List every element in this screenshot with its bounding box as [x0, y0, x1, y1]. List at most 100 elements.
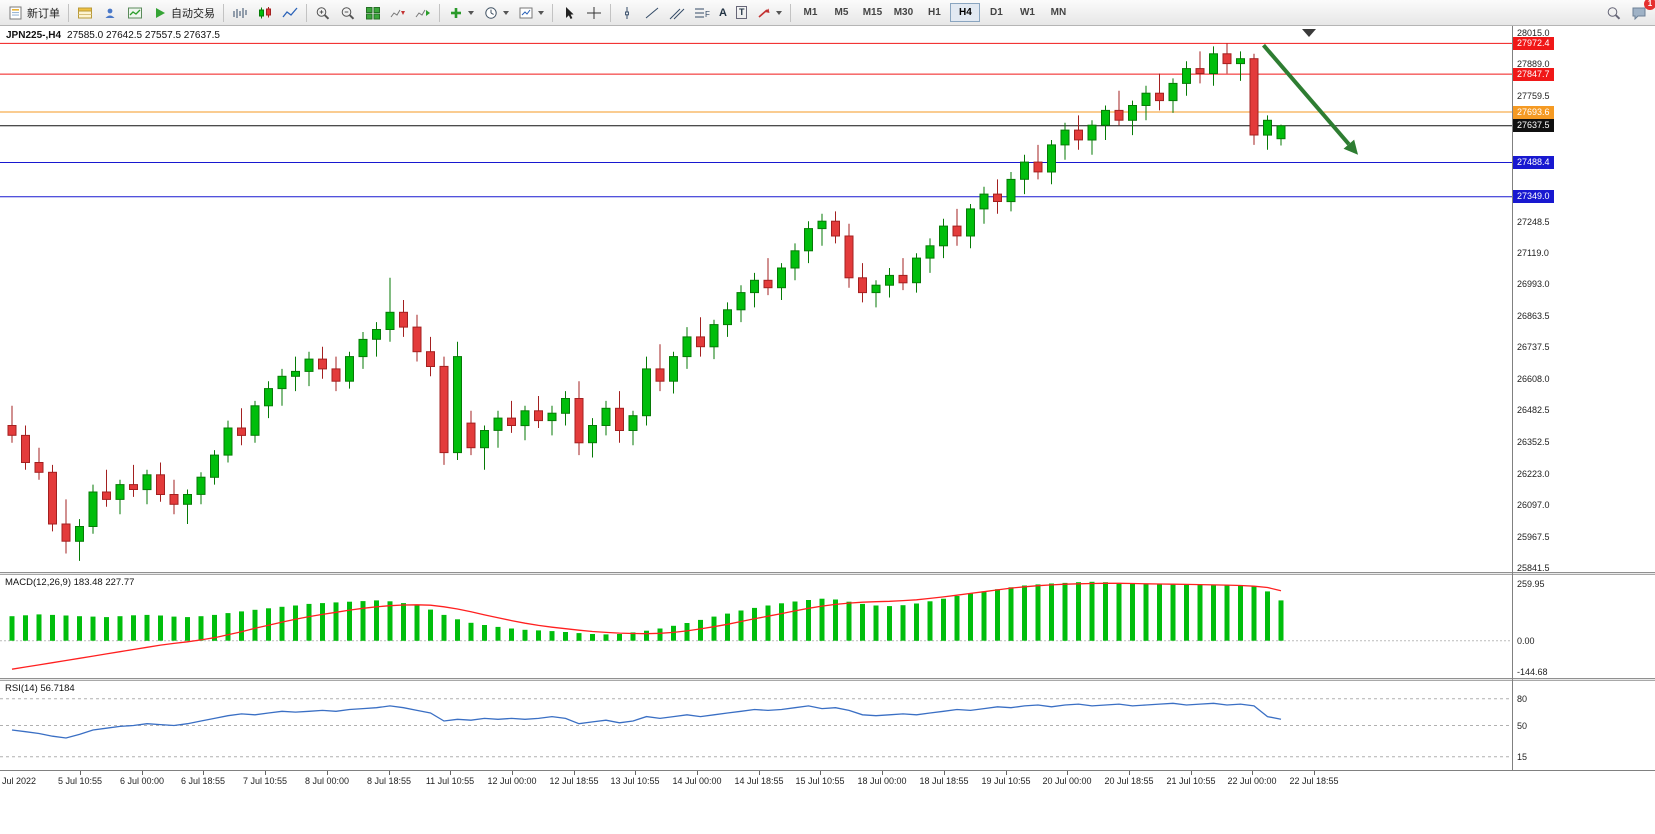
zoom-out-icon — [341, 6, 355, 20]
periods-button[interactable] — [479, 1, 513, 25]
channel-tool-button[interactable] — [665, 1, 689, 25]
price-axis-label: 27759.5 — [1517, 91, 1550, 101]
candle-chart-mode-button[interactable] — [253, 1, 277, 25]
line-chart-icon — [282, 7, 298, 17]
templates-button[interactable] — [514, 1, 548, 25]
time-axis-label: 8 Jul 00:00 — [304, 776, 350, 786]
channel-icon — [669, 8, 685, 19]
bar-chart-icon — [233, 7, 247, 18]
rsi-label: RSI(14) 56.7184 — [5, 683, 75, 694]
fibonacci-tool-button[interactable]: F — [690, 1, 714, 25]
cursor-tool-button[interactable] — [557, 1, 581, 25]
time-axis-label: 20 Jul 00:00 — [1042, 776, 1092, 786]
add-indicator-icon — [451, 7, 461, 18]
dropdown-caret-icon — [776, 10, 783, 15]
candlestick-chart[interactable] — [0, 26, 1512, 572]
search-button[interactable] — [1602, 1, 1626, 25]
line-chart-mode-button[interactable] — [278, 1, 302, 25]
price-axis-label: 26223.0 — [1517, 469, 1550, 479]
timeframe-m1-button[interactable]: M1 — [803, 7, 818, 18]
timeframe-m30-button[interactable]: M30 — [893, 7, 914, 18]
market-watch-button[interactable] — [73, 1, 97, 25]
text-tool-button[interactable]: A — [715, 1, 731, 25]
bar-chart-mode-button[interactable] — [228, 1, 252, 25]
zoom-in-icon — [316, 6, 330, 20]
current-price-tag: 27637.5 — [1513, 119, 1554, 132]
price-axis-label: 26863.5 — [1517, 311, 1550, 321]
vertical-line-icon — [625, 6, 629, 19]
notification-bubble-icon — [1632, 7, 1646, 20]
trendline-tool-button[interactable] — [640, 1, 664, 25]
crosshair-icon — [587, 6, 601, 19]
auto-trading-button[interactable]: 自动交易 — [148, 1, 219, 25]
terminal-icon — [128, 7, 142, 18]
label-tool-icon: T — [735, 6, 748, 19]
time-axis-tick — [759, 771, 760, 775]
price-axis-label: 26608.0 — [1517, 374, 1550, 384]
price-axis-label: 27889.0 — [1517, 59, 1550, 69]
notifications-button[interactable]: 1 — [1627, 0, 1655, 25]
chart-shift-button[interactable] — [386, 1, 410, 25]
navigator-button[interactable] — [98, 1, 122, 25]
price-axis-label: 25967.5 — [1517, 532, 1550, 542]
timeframe-h4-button[interactable]: H4 — [950, 3, 981, 22]
arrows-tool-button[interactable] — [752, 1, 786, 25]
time-axis-label: 6 Jul 18:55 — [180, 776, 226, 786]
time-axis-tick — [450, 771, 451, 775]
price-level-tag: 27488.4 — [1513, 156, 1554, 169]
time-axis-tick — [820, 771, 821, 775]
time-axis-tick — [265, 771, 266, 775]
vertical-line-tool-button[interactable] — [615, 1, 639, 25]
crosshair-tool-button[interactable] — [582, 1, 606, 25]
timeframe-m5-button[interactable]: M5 — [834, 7, 849, 18]
svg-text:F: F — [705, 10, 710, 19]
time-axis-label: 22 Jul 18:55 — [1289, 776, 1339, 786]
macd-axis-label: 0.00 — [1517, 636, 1535, 646]
time-axis-label: 21 Jul 10:55 — [1166, 776, 1216, 786]
time-axis-tick — [944, 771, 945, 775]
notification-count-badge: 1 — [1644, 0, 1655, 10]
time-axis-label: 6 Jul 00:00 — [119, 776, 165, 786]
candlestick-chart-icon — [259, 6, 271, 18]
symbol-period-label: JPN225-,H4 — [6, 30, 62, 41]
time-axis-label: 22 Jul 00:00 — [1227, 776, 1277, 786]
time-axis-tick — [389, 771, 390, 775]
time-axis-tick — [1314, 771, 1315, 775]
text-tool-icon: A — [719, 6, 727, 19]
cursor-icon — [566, 6, 574, 19]
panel-separator[interactable] — [0, 678, 1655, 681]
toolbar-separator — [610, 3, 611, 22]
time-axis-label: 14 Jul 00:00 — [672, 776, 722, 786]
timeframe-h1-button[interactable]: H1 — [928, 7, 941, 18]
terminal-button[interactable] — [123, 1, 147, 25]
timeframe-mn-button[interactable]: MN — [1050, 7, 1067, 18]
price-axis-label: 26097.0 — [1517, 500, 1550, 510]
zoom-in-button[interactable] — [311, 1, 335, 25]
zoom-out-button[interactable] — [336, 1, 360, 25]
timeframe-d1-button[interactable]: D1 — [990, 7, 1003, 18]
price-axis-label: 27248.5 — [1517, 217, 1550, 227]
market-watch-icon — [78, 7, 92, 18]
time-axis-tick — [203, 771, 204, 775]
trendline-icon — [645, 7, 659, 18]
new-order-icon — [9, 6, 22, 19]
panel-separator[interactable] — [0, 572, 1655, 575]
new-order-button[interactable]: 新订单 — [4, 1, 64, 25]
time-axis-tick — [1006, 771, 1007, 775]
chart-shift-icon — [390, 9, 405, 17]
chart-area: JPN225-,H4 27585.0 27642.5 27557.5 27637.… — [0, 26, 1655, 834]
price-axis[interactable]: 28015.0 27889.0 27759.5 27248.5 27119.0 26993… — [1512, 26, 1655, 770]
toolbar-separator — [306, 3, 307, 22]
time-axis-label: 18 Jul 18:55 — [919, 776, 969, 786]
timeframe-m15-button[interactable]: M15 — [862, 7, 883, 18]
macd-chart[interactable] — [0, 575, 1512, 678]
price-level-tag: 27349.0 — [1513, 190, 1554, 203]
time-axis-label: 7 Jul 10:55 — [242, 776, 288, 786]
auto-scroll-button[interactable] — [411, 1, 435, 25]
tile-windows-button[interactable] — [361, 1, 385, 25]
rsi-chart[interactable] — [0, 681, 1512, 770]
time-axis[interactable]: Jul 2022 5 Jul 10:55 6 Jul 00:00 6 Jul 18:5… — [0, 770, 1655, 790]
label-tool-button[interactable]: T — [732, 1, 752, 25]
add-indicator-button[interactable] — [444, 1, 478, 25]
timeframe-w1-button[interactable]: W1 — [1019, 7, 1035, 18]
